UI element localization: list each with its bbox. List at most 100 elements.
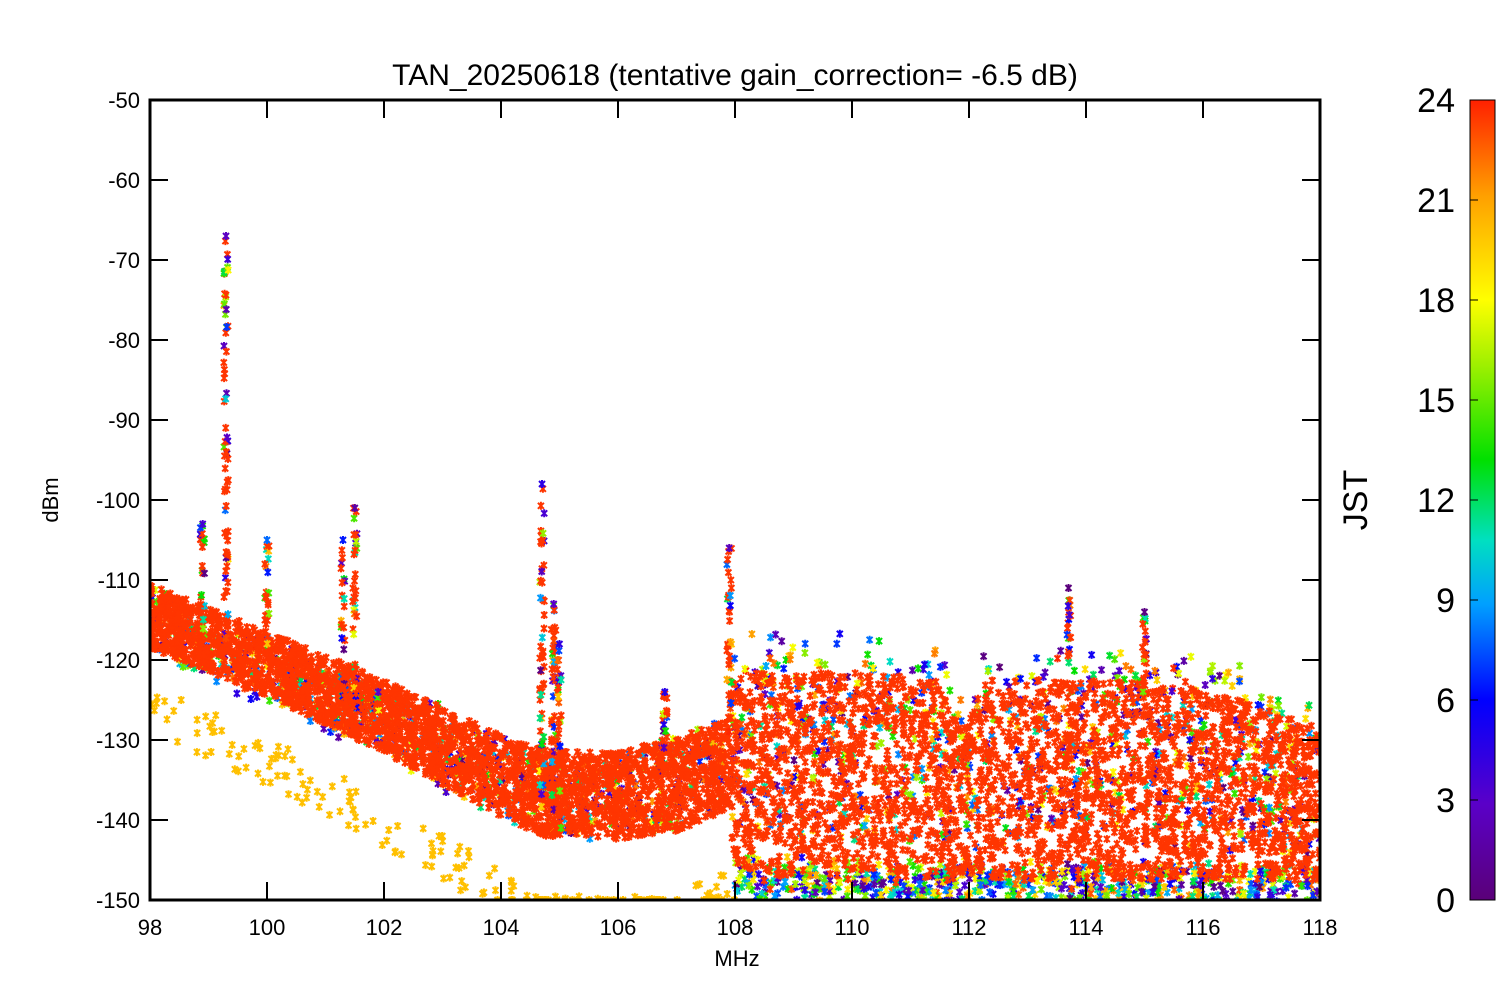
data-point <box>908 666 917 675</box>
data-point <box>801 639 809 648</box>
data-point <box>955 888 964 897</box>
data-point <box>1122 662 1130 671</box>
data-point <box>1201 681 1209 689</box>
data-point <box>1100 737 1108 746</box>
data-point <box>783 786 792 795</box>
data-point <box>1120 699 1129 708</box>
data-point <box>892 740 901 748</box>
data-point <box>821 660 829 669</box>
data-point <box>868 742 877 750</box>
data-point <box>1200 720 1208 729</box>
data-point <box>1070 666 1079 675</box>
data-point <box>1281 797 1290 806</box>
data-point <box>766 885 774 894</box>
data-point <box>1204 859 1213 868</box>
data-point <box>777 637 786 646</box>
data-point <box>999 797 1007 806</box>
data-point <box>988 726 996 735</box>
data-point <box>863 650 872 659</box>
data-point <box>806 691 814 700</box>
data-point <box>936 662 945 671</box>
data-point <box>265 696 274 705</box>
data-point <box>1110 655 1119 664</box>
data-point <box>1183 806 1192 815</box>
data-point <box>1049 904 1055 912</box>
data-point <box>1024 846 1032 855</box>
data-point <box>1133 826 1141 835</box>
data-point <box>728 812 737 821</box>
data-point <box>1171 780 1180 789</box>
data-point <box>767 713 776 722</box>
data-point <box>875 637 883 646</box>
data-point <box>247 695 255 703</box>
data-point <box>1127 665 1135 674</box>
data-point <box>1123 740 1131 749</box>
data-point <box>1153 676 1161 685</box>
data-point <box>981 681 990 690</box>
data-point <box>995 663 1004 672</box>
data-point <box>914 664 922 673</box>
data-point <box>1216 881 1225 890</box>
data-point <box>1081 665 1089 674</box>
data-point <box>795 701 803 710</box>
data-point <box>886 657 894 666</box>
data-point <box>1187 652 1195 661</box>
data-point <box>1032 654 1041 663</box>
data-point <box>1128 763 1136 772</box>
data-point <box>836 629 844 638</box>
data-point <box>1118 824 1126 833</box>
data-point <box>1022 681 1031 690</box>
data-point <box>1028 672 1036 681</box>
data-point <box>781 839 789 848</box>
data-point <box>865 635 874 644</box>
data-point <box>781 805 789 814</box>
data-point <box>942 670 951 679</box>
data-point <box>860 902 866 910</box>
data-point <box>1244 752 1253 761</box>
data-point <box>773 661 782 670</box>
data-point <box>1125 749 1134 758</box>
data-point <box>1274 701 1283 710</box>
data-point <box>781 877 789 886</box>
data-point <box>1037 885 1046 894</box>
data-point <box>983 903 989 911</box>
data-point <box>798 853 806 862</box>
data-point <box>793 694 801 703</box>
data-point <box>1131 671 1140 680</box>
data-point <box>856 671 865 680</box>
data-point <box>1068 765 1076 774</box>
data-point <box>1181 677 1190 686</box>
data-point <box>1053 654 1062 663</box>
data-point <box>1230 789 1239 798</box>
data-point <box>888 903 894 911</box>
data-point <box>1132 901 1138 909</box>
data-point <box>748 630 756 639</box>
data-point <box>771 630 780 639</box>
data-point <box>1136 741 1145 750</box>
data-point <box>1005 753 1013 762</box>
data-point <box>1106 678 1115 687</box>
data-point <box>737 869 745 878</box>
data-point <box>783 769 792 778</box>
data-point <box>1008 793 1016 802</box>
data-point <box>813 658 822 667</box>
data-point <box>1129 717 1138 726</box>
data-point <box>976 726 984 735</box>
data-point <box>306 717 315 725</box>
data-point <box>1205 780 1214 789</box>
data-point <box>1228 854 1237 863</box>
data-point <box>1095 834 1103 843</box>
data-point <box>1097 718 1105 727</box>
data-point <box>1119 765 1127 774</box>
data-point <box>1064 693 1072 702</box>
scatter-points <box>150 232 1320 912</box>
data-point <box>1311 789 1320 798</box>
data-point <box>962 820 971 829</box>
data-point <box>594 832 602 841</box>
data-point <box>1096 883 1105 892</box>
data-point <box>1228 681 1236 690</box>
data-point <box>1097 665 1106 674</box>
data-point <box>779 664 788 673</box>
data-point <box>824 851 833 860</box>
